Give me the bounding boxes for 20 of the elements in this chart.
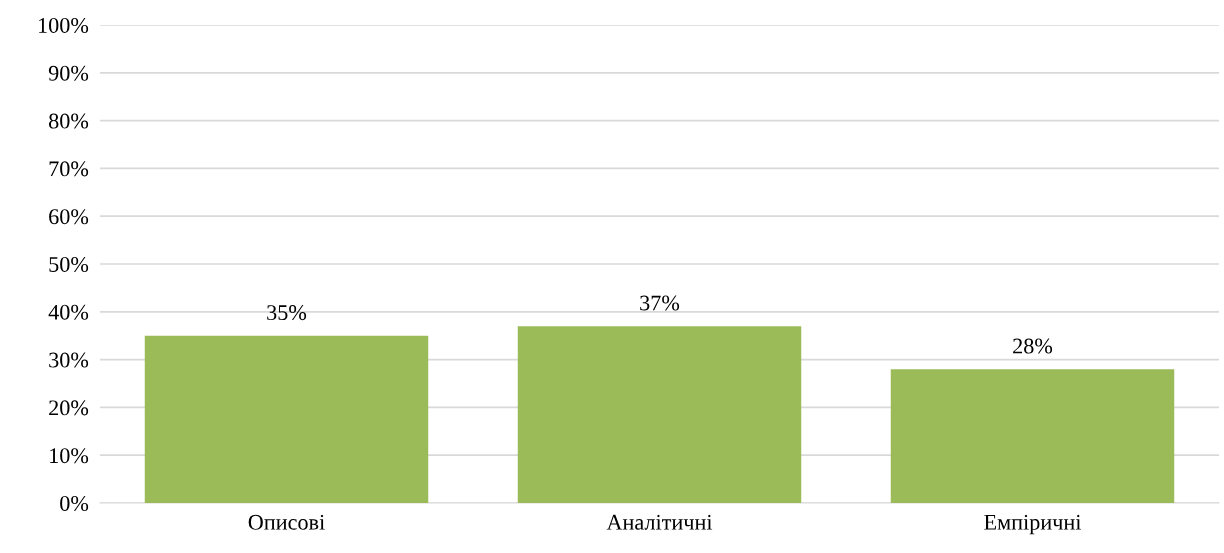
y-tick-label: 70% (49, 161, 89, 177)
bar (517, 326, 802, 503)
y-tick-label: 60% (49, 209, 89, 225)
y-tick-label: 10% (50, 448, 89, 464)
y-tick-label: 80% (49, 113, 89, 129)
x-tick-label: Емпіричні (984, 514, 1082, 535)
y-tick-label: 90% (48, 65, 89, 81)
y-tick-label: 50% (49, 256, 89, 272)
data-label: 28% (1013, 338, 1053, 354)
y-tick-label: 20% (49, 400, 89, 416)
y-tick-label: 40% (48, 304, 89, 320)
y-tick-label: 100% (39, 17, 89, 33)
data-label: 37% (640, 295, 680, 311)
x-tick-label: Описові (248, 514, 325, 530)
data-label: 35% (267, 305, 307, 321)
bar (890, 369, 1175, 503)
bar (144, 335, 429, 503)
y-tick-label: 0% (60, 495, 89, 511)
x-tick-label: Аналітичні (606, 514, 713, 530)
y-tick-label: 30% (49, 352, 89, 368)
